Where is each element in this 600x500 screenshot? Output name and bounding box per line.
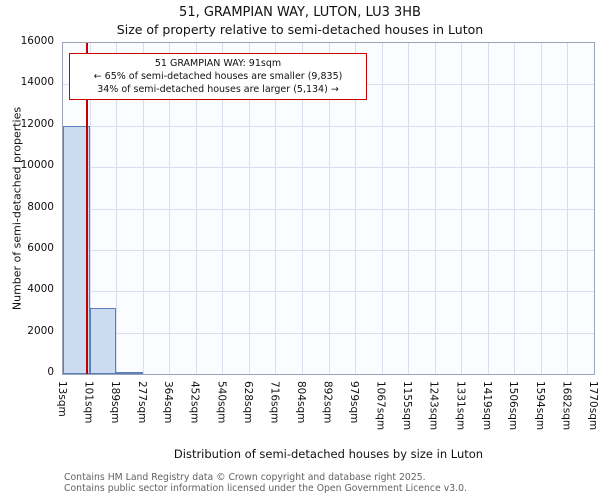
gridline-vertical bbox=[142, 43, 144, 374]
chart-title: 51, GRAMPIAN WAY, LUTON, LU3 3HB bbox=[179, 5, 421, 20]
footer-line-2: Contains public sector information licen… bbox=[64, 483, 467, 494]
histogram-bar bbox=[116, 371, 143, 374]
x-tick-label: 189sqm bbox=[109, 381, 122, 424]
x-tick-label: 1155sqm bbox=[401, 381, 414, 431]
gridline-vertical bbox=[89, 43, 91, 374]
gridline-horizontal bbox=[63, 332, 594, 334]
x-tick-label: 1594sqm bbox=[533, 381, 546, 431]
gridline-vertical bbox=[302, 43, 304, 374]
gridline-vertical bbox=[248, 43, 250, 374]
chart-subtitle: Size of property relative to semi-detach… bbox=[116, 22, 484, 37]
gridline-vertical bbox=[275, 43, 277, 374]
histogram-bar bbox=[89, 307, 117, 374]
y-tick-label: 0 bbox=[47, 366, 54, 378]
y-tick-label: 10000 bbox=[20, 159, 54, 172]
x-tick-label: 1682sqm bbox=[560, 381, 573, 431]
x-axis-ticks: 13sqm 101sqm 189sqm 277sqm 364sqm 452sqm 540sq… bbox=[56, 378, 599, 442]
x-tick-label: 364sqm bbox=[162, 381, 175, 424]
y-axis-ticks: 0 2000 4000 6000 8000 10000 12000 14000 16000 bbox=[0, 35, 58, 378]
x-tick-label: 1067sqm bbox=[374, 381, 387, 431]
x-tick-label: 716sqm bbox=[268, 381, 281, 424]
x-tick-label: 540sqm bbox=[215, 381, 228, 424]
gridline-vertical bbox=[169, 43, 171, 374]
y-tick-label: 12000 bbox=[20, 117, 54, 130]
annotation-line-3: 34% of semi-detached houses are larger (… bbox=[97, 84, 339, 95]
x-tick-label: 452sqm bbox=[188, 381, 201, 424]
footer-line-1: Contains HM Land Registry data © Crown c… bbox=[64, 472, 426, 483]
annotation-line-2: ← 65% of semi-detached houses are smalle… bbox=[93, 71, 343, 82]
gridline-horizontal bbox=[63, 125, 594, 127]
y-tick-label: 8000 bbox=[27, 200, 54, 213]
histogram-bar bbox=[63, 125, 90, 374]
gridline-vertical bbox=[461, 43, 463, 374]
gridline-vertical bbox=[408, 43, 410, 374]
x-tick-label: 1419sqm bbox=[480, 381, 493, 431]
annotation-line-1: 51 GRAMPIAN WAY: 91sqm bbox=[154, 58, 282, 69]
x-tick-label: 1331sqm bbox=[454, 381, 467, 431]
gridline-horizontal bbox=[63, 167, 594, 169]
gridline-vertical bbox=[434, 43, 436, 374]
gridline-vertical bbox=[514, 43, 516, 374]
y-tick-label: 6000 bbox=[27, 241, 54, 254]
plot-area: 51 GRAMPIAN WAY: 91sqm ← 65% of semi-det… bbox=[62, 42, 595, 375]
gridline-vertical bbox=[328, 43, 330, 374]
x-tick-label: 804sqm bbox=[295, 381, 308, 424]
x-tick-label: 13sqm bbox=[56, 381, 68, 417]
gridline-horizontal bbox=[63, 208, 594, 210]
gridline-vertical bbox=[195, 43, 197, 374]
x-tick-label: 1243sqm bbox=[427, 381, 440, 431]
gridline-vertical bbox=[540, 43, 542, 374]
gridline-horizontal bbox=[63, 291, 594, 293]
gridline-vertical bbox=[354, 43, 356, 374]
y-tick-label: 16000 bbox=[20, 35, 54, 47]
x-tick-label: 628sqm bbox=[241, 381, 254, 424]
gridline-vertical bbox=[116, 43, 118, 374]
x-tick-label: 277sqm bbox=[135, 381, 148, 424]
gridline-vertical bbox=[487, 43, 489, 374]
gridline-vertical bbox=[381, 43, 383, 374]
y-tick-label: 4000 bbox=[27, 283, 54, 296]
x-tick-label: 1506sqm bbox=[507, 381, 520, 431]
annotation-box: 51 GRAMPIAN WAY: 91sqm ← 65% of semi-det… bbox=[69, 53, 367, 100]
x-tick-label: 892sqm bbox=[321, 381, 334, 424]
y-tick-label: 14000 bbox=[20, 76, 54, 89]
gridline-vertical bbox=[222, 43, 224, 374]
x-tick-label: 1770sqm bbox=[587, 381, 599, 431]
x-axis-label: Distribution of semi-detached houses by … bbox=[173, 447, 484, 461]
x-tick-label: 101sqm bbox=[82, 381, 95, 424]
x-tick-label: 979sqm bbox=[347, 381, 360, 424]
gridline-vertical bbox=[567, 43, 569, 374]
y-tick-label: 2000 bbox=[27, 324, 54, 337]
gridline-horizontal bbox=[63, 249, 594, 251]
property-marker-line bbox=[85, 43, 88, 374]
